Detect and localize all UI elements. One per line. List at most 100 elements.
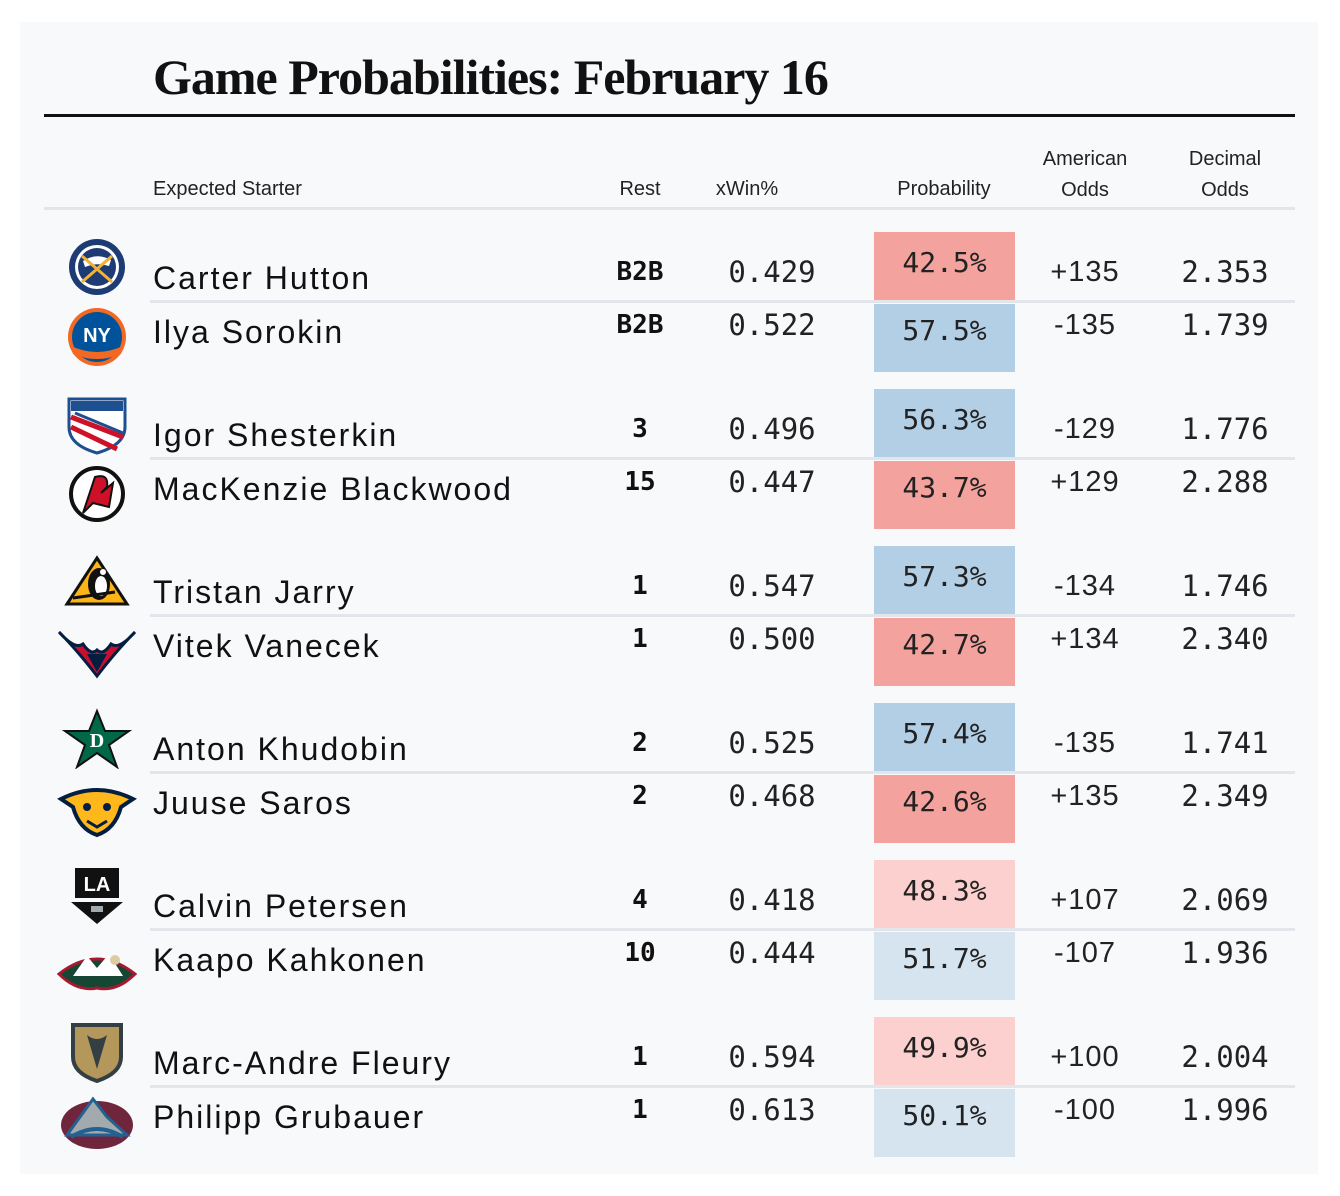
probability-cell: 57.5% [874, 304, 1015, 372]
xwin-value: 0.418 [728, 883, 816, 917]
starter-name: Ilya Sorokin [153, 314, 345, 350]
starter-name: Igor Shesterkin [153, 417, 399, 453]
svg-text:LA: LA [84, 874, 111, 896]
starter-name: Calvin Petersen [153, 888, 409, 924]
probability-cell: 57.4% [874, 703, 1015, 771]
svg-text:NY: NY [83, 325, 111, 347]
decimal-odds-value: 1.739 [1181, 308, 1269, 342]
xwin-value: 0.447 [728, 465, 816, 499]
header-decimal-odds: Decimal Odds [1188, 148, 1262, 201]
header-rest: Rest [619, 178, 661, 200]
probability-cell: 57.3% [874, 546, 1015, 614]
title-rule [44, 114, 1295, 117]
xwin-value: 0.522 [728, 308, 816, 342]
decimal-odds-value: 1.746 [1181, 569, 1269, 603]
starter-name: Kaapo Kahkonen [153, 942, 427, 978]
probability-value: 43.7% [902, 471, 987, 504]
american-odds-value: +129 [1050, 466, 1120, 498]
decimal-odds-value: 2.069 [1181, 883, 1269, 917]
row-divider [150, 1085, 1295, 1088]
capitals-logo [57, 620, 137, 682]
probability-cell: 43.7% [874, 461, 1015, 529]
penguins-logo [57, 550, 137, 612]
row-divider [150, 457, 1295, 460]
american-odds-value: +135 [1050, 780, 1120, 812]
header-probability: Probability [897, 178, 991, 200]
rangers-logo [57, 393, 137, 455]
american-odds-value: -100 [1053, 1094, 1117, 1126]
rest-value: 2 [632, 781, 648, 811]
header-expected-starter: Expected Starter [153, 178, 302, 200]
chart-title: Game Probabilities: February 16 [153, 49, 829, 105]
starter-name: MacKenzie Blackwood [153, 471, 513, 507]
probability-value: 42.5% [902, 246, 987, 279]
decimal-odds-value: 1.776 [1181, 412, 1269, 446]
rest-value: B2B [616, 257, 664, 287]
probability-value: 51.7% [902, 942, 987, 975]
kings-logo: LA [57, 864, 137, 926]
decimal-odds-value: 1.741 [1181, 726, 1269, 760]
rest-value: 1 [632, 1042, 648, 1072]
row-divider [150, 928, 1295, 931]
american-odds-value: -134 [1053, 570, 1117, 602]
xwin-value: 0.429 [728, 255, 816, 289]
american-odds-value: +134 [1050, 623, 1120, 655]
header-american-odds: American Odds [1042, 148, 1128, 201]
probability-value: 49.9% [902, 1031, 987, 1064]
probability-cell: 49.9% [874, 1017, 1015, 1085]
avalanche-logo [57, 1091, 137, 1153]
islanders-logo: NY [57, 306, 137, 368]
xwin-value: 0.525 [728, 726, 816, 760]
decimal-odds-value: 1.996 [1181, 1093, 1269, 1127]
probability-value: 57.3% [902, 560, 987, 593]
sabres-logo [57, 236, 137, 298]
rest-value: 1 [632, 624, 648, 654]
rest-value: 3 [632, 414, 648, 444]
wild-logo [56, 934, 138, 996]
predators-logo [57, 777, 137, 839]
probability-value: 42.7% [902, 628, 987, 661]
row-divider [150, 771, 1295, 774]
probability-cell: 42.6% [874, 775, 1015, 843]
rest-value: B2B [616, 310, 664, 340]
probability-cell: 42.7% [874, 618, 1015, 686]
decimal-odds-value: 1.936 [1181, 936, 1269, 970]
american-odds-value: -135 [1053, 727, 1117, 759]
starter-name: Vitek Vanecek [153, 628, 381, 664]
starter-name: Philipp Grubauer [153, 1099, 426, 1135]
american-odds-value: -129 [1053, 413, 1117, 445]
rest-value: 10 [624, 938, 656, 968]
row-divider [150, 614, 1295, 617]
american-odds-value: +135 [1050, 256, 1120, 288]
xwin-value: 0.594 [728, 1040, 816, 1074]
rest-value: 2 [632, 728, 648, 758]
american-odds-value: -107 [1053, 937, 1117, 969]
xwin-value: 0.444 [728, 936, 816, 970]
starter-name: Anton Khudobin [153, 731, 409, 767]
decimal-odds-value: 2.349 [1181, 779, 1269, 813]
probability-value: 50.1% [902, 1099, 987, 1132]
starter-name: Carter Hutton [153, 260, 372, 296]
probability-value: 56.3% [902, 403, 987, 436]
decimal-odds-value: 2.288 [1181, 465, 1269, 499]
rest-value: 1 [632, 571, 648, 601]
header-rule [44, 207, 1295, 210]
probability-cell: 48.3% [874, 860, 1015, 928]
xwin-value: 0.496 [728, 412, 816, 446]
xwin-value: 0.500 [728, 622, 816, 656]
probability-cell: 50.1% [874, 1089, 1015, 1157]
probability-cell: 51.7% [874, 932, 1015, 1000]
american-odds-value: -135 [1053, 309, 1117, 341]
rest-value: 4 [632, 885, 648, 915]
probability-cell: 42.5% [874, 232, 1015, 300]
decimal-odds-value: 2.353 [1181, 255, 1269, 289]
xwin-value: 0.547 [728, 569, 816, 603]
american-odds-value: +107 [1050, 884, 1120, 916]
xwin-value: 0.468 [728, 779, 816, 813]
starter-name: Marc-Andre Fleury [153, 1045, 452, 1081]
starter-name: Juuse Saros [153, 785, 353, 821]
probability-value: 57.4% [902, 717, 987, 750]
devils-logo [57, 463, 137, 525]
row-divider [150, 300, 1295, 303]
header-xwin: xWin% [715, 178, 779, 200]
